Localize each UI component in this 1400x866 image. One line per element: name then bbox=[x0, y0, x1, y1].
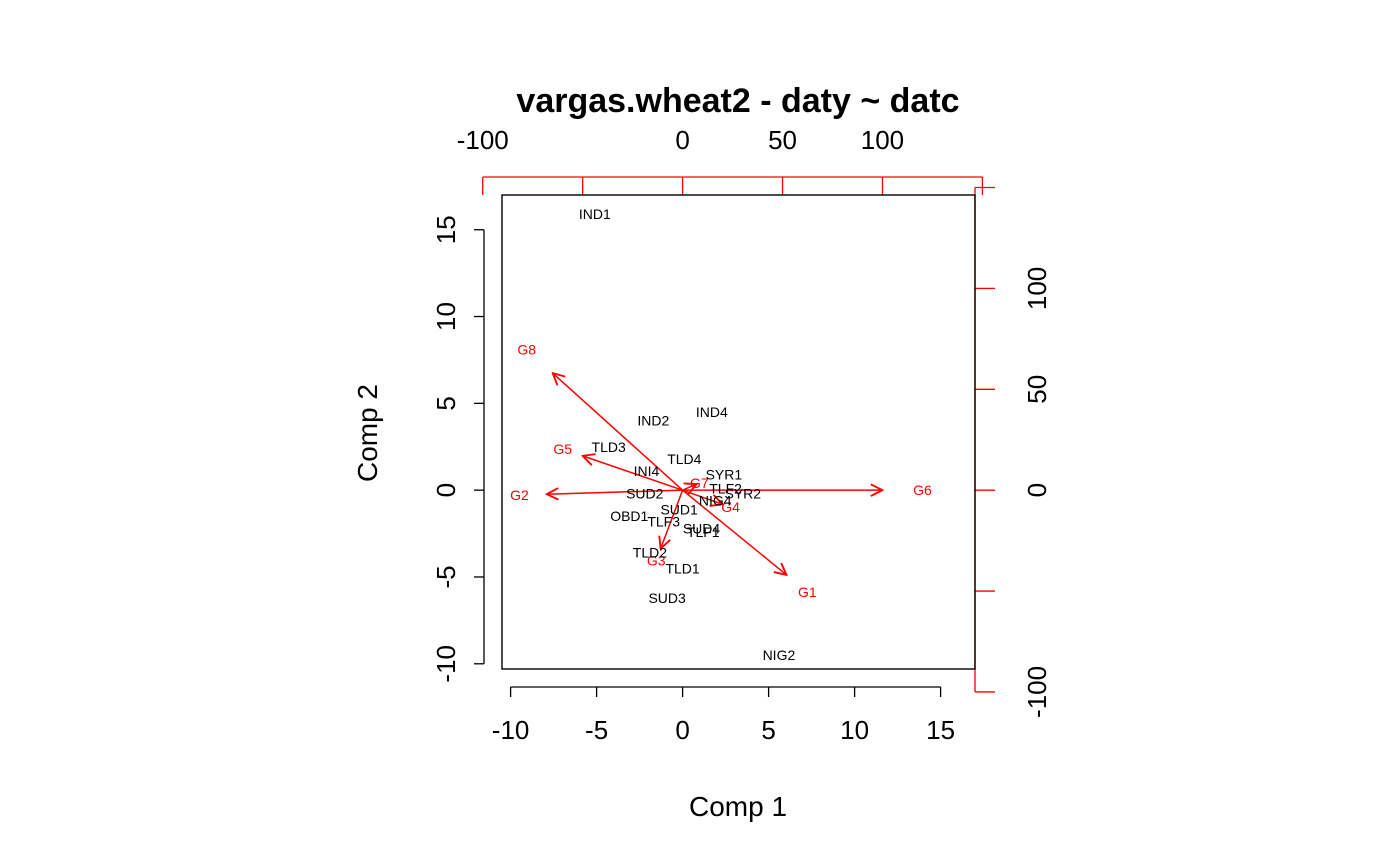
point-label-tlf2: TLF2 bbox=[709, 480, 742, 496]
arrow-label-g5: G5 bbox=[553, 441, 572, 457]
y-tick-label: 15 bbox=[431, 215, 461, 244]
arrow-label-g4: G4 bbox=[721, 499, 740, 515]
point-label-ind2: IND2 bbox=[637, 413, 669, 429]
x-tick-label: 0 bbox=[675, 715, 689, 745]
point-label-nig4: NIG4 bbox=[699, 493, 732, 509]
point-label-tld2: TLD2 bbox=[633, 545, 667, 561]
y-tick-label: 0 bbox=[431, 483, 461, 497]
point-label-sud4: SUD4 bbox=[683, 520, 721, 536]
x-axis-label: Comp 1 bbox=[689, 791, 787, 822]
arrow-g1 bbox=[682, 489, 787, 575]
right-tick-label: 100 bbox=[1022, 267, 1052, 310]
top-axis-arrow-scale: -100 0 50 100 bbox=[457, 125, 984, 195]
x-tick-label: -10 bbox=[492, 715, 530, 745]
x-tick-label: 15 bbox=[926, 715, 955, 745]
x-tick-label: -5 bbox=[585, 715, 608, 745]
y-axis-label: Comp 2 bbox=[352, 384, 383, 482]
point-label-tlf1: TLF1 bbox=[687, 524, 720, 540]
y-tick-label: 10 bbox=[431, 302, 461, 331]
point-label-nig2: NIG2 bbox=[763, 647, 796, 663]
right-tick-label: 50 bbox=[1022, 375, 1052, 404]
point-label-ind4: IND4 bbox=[696, 404, 728, 420]
left-axis: -10 -5 0 5 10 15 bbox=[431, 215, 485, 683]
y-tick-label: 5 bbox=[431, 396, 461, 410]
top-tick-label: 0 bbox=[675, 125, 689, 155]
top-tick-label: 50 bbox=[768, 125, 797, 155]
arrow-label-g8: G8 bbox=[517, 342, 536, 358]
point-label-tlf3: TLF3 bbox=[647, 513, 680, 529]
point-label-syr2: SYR2 bbox=[725, 486, 762, 502]
arrow-g5 bbox=[583, 456, 683, 491]
point-label-tld3: TLD3 bbox=[592, 439, 626, 455]
arrow-label-g6: G6 bbox=[913, 482, 932, 498]
right-tick-label: -100 bbox=[1022, 666, 1052, 718]
right-tick-label: 0 bbox=[1022, 483, 1052, 497]
x-tick-label: 5 bbox=[761, 715, 775, 745]
observation-labels: IND1 IND2 IND4 TLD3 TLD4 INI4 SYR1TLF2SYR2NIG4… bbox=[579, 206, 796, 663]
arrow-label-g3: G3 bbox=[647, 552, 666, 568]
top-tick-label: -100 bbox=[457, 125, 509, 155]
point-label-sud3: SUD3 bbox=[648, 590, 686, 606]
point-label-sud2: SUD2 bbox=[626, 486, 664, 502]
bottom-axis: -10 -5 0 5 10 15 bbox=[492, 686, 955, 745]
arrow-g8 bbox=[553, 373, 684, 491]
arrow-label-g2: G2 bbox=[510, 487, 529, 503]
right-axis-arrow-scale: -100 0 50 100 bbox=[974, 186, 1052, 718]
plot-frame bbox=[501, 194, 976, 670]
point-label-ini4: INI4 bbox=[634, 463, 660, 479]
point-label-tld1: TLD1 bbox=[665, 560, 699, 576]
y-tick-label: -5 bbox=[431, 565, 461, 588]
variable-arrows: G1 G2 G3 G4 G5 G6 G7 G8 bbox=[510, 342, 932, 600]
point-label-tld4: TLD4 bbox=[667, 451, 701, 467]
point-label-sud1: SUD1 bbox=[660, 501, 698, 517]
top-tick-label: 100 bbox=[861, 125, 904, 155]
arrow-label-g1: G1 bbox=[798, 584, 817, 600]
arrow-g3 bbox=[661, 489, 684, 549]
arrow-label-g7: G7 bbox=[690, 475, 709, 491]
arrow-g7 bbox=[682, 484, 697, 490]
y-tick-label: -10 bbox=[431, 645, 461, 683]
point-label-ind1: IND1 bbox=[579, 206, 611, 222]
point-label-syr1: SYR1 bbox=[706, 467, 743, 483]
chart-title: vargas.wheat2 - daty ~ datc bbox=[516, 82, 959, 120]
arrow-g2 bbox=[547, 490, 683, 494]
point-label-obd1: OBD1 bbox=[610, 508, 648, 524]
x-tick-label: 10 bbox=[840, 715, 869, 745]
